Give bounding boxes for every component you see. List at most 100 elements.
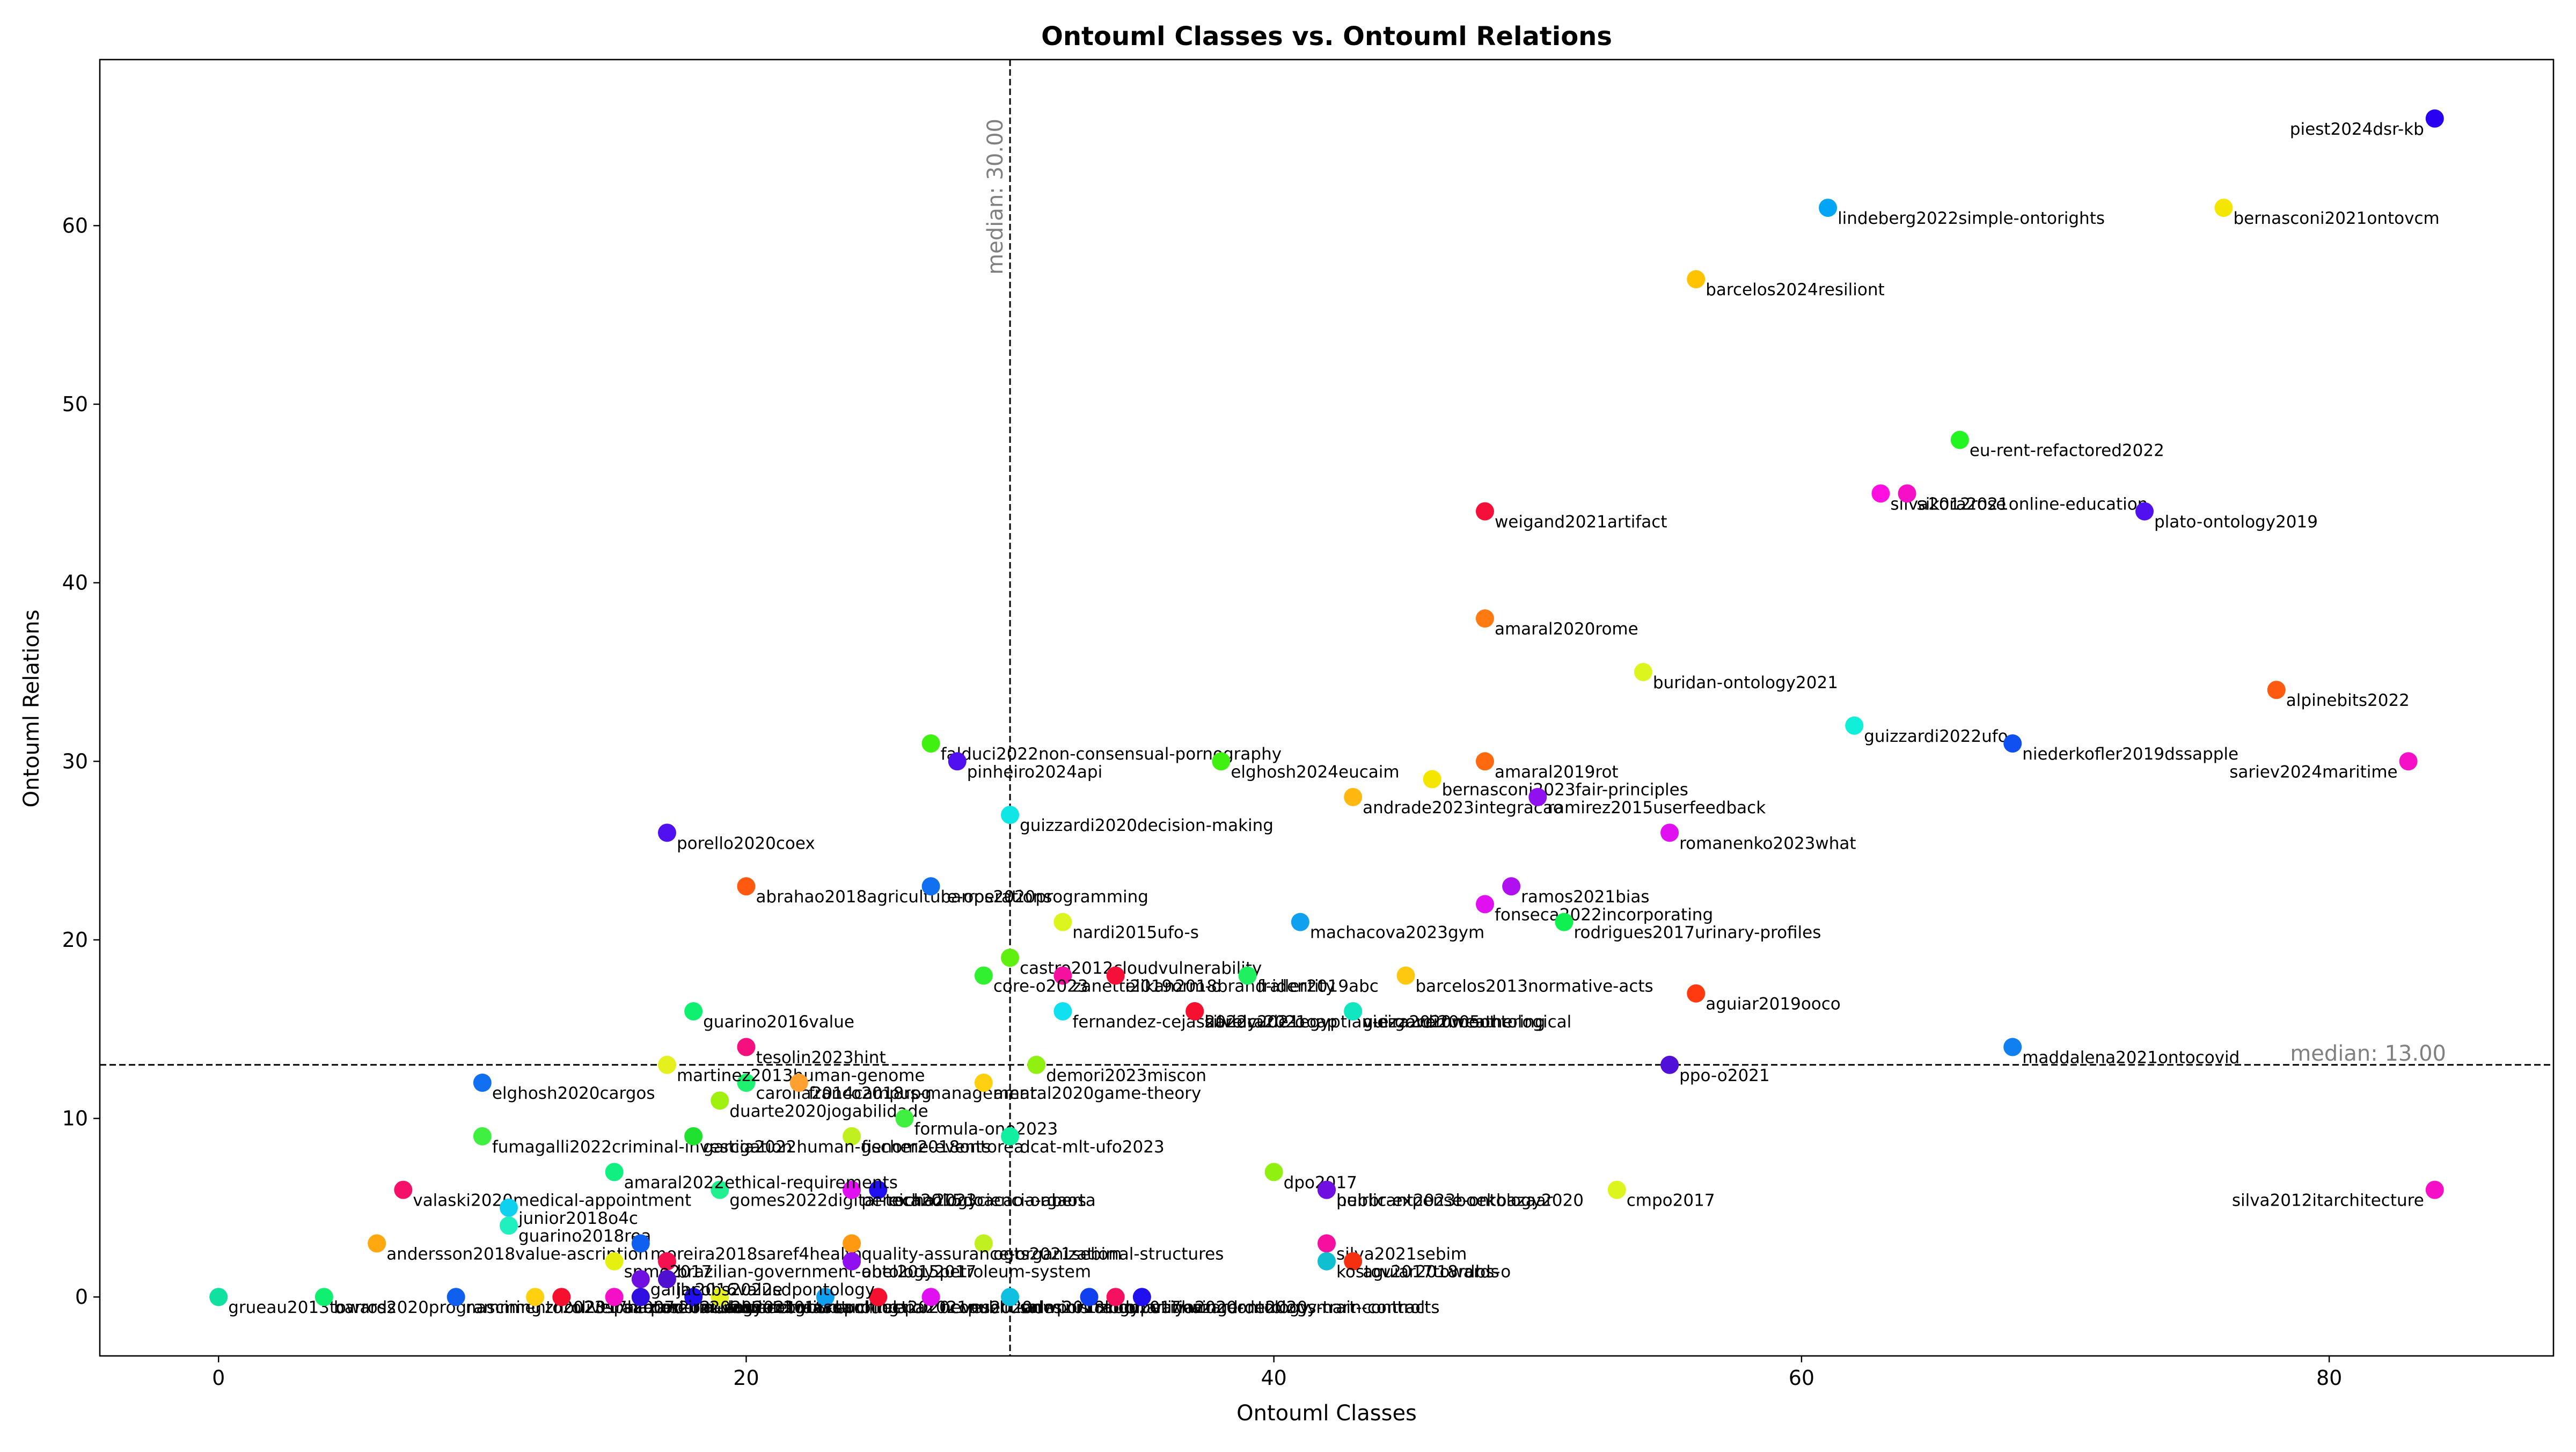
point-label: dcat-mlt-ufo2023 bbox=[1020, 1137, 1165, 1157]
data-point bbox=[1106, 1288, 1125, 1307]
data-point bbox=[631, 1269, 650, 1288]
data-point bbox=[737, 877, 756, 896]
point-label: pereira2015doacao-orgaos bbox=[861, 1191, 1086, 1210]
data-point bbox=[1106, 966, 1125, 985]
point-label: barcelos2024resiliont bbox=[1706, 280, 1884, 300]
data-point bbox=[711, 1091, 729, 1110]
point-label: guarino2016value bbox=[703, 1012, 854, 1032]
data-point bbox=[684, 1127, 703, 1145]
point-label: zhou2017hazard-ontology-train-control bbox=[1099, 1298, 1425, 1317]
point-label: garcia2022human-genome-events bbox=[703, 1137, 991, 1157]
point-label: barros2020programming bbox=[941, 887, 1148, 907]
data-point bbox=[921, 734, 940, 753]
point-label: kostov2017towards bbox=[1336, 1263, 1499, 1282]
data-point bbox=[2003, 734, 2022, 753]
point-label: niederkofler2019dssapple bbox=[2022, 745, 2238, 764]
y-tick-label: 0 bbox=[75, 1285, 88, 1309]
data-point bbox=[711, 1180, 729, 1199]
point-label: silva2012itarchitecture bbox=[2232, 1191, 2424, 1210]
data-point bbox=[2425, 109, 2444, 128]
point-label: bernasconi2021ontovcm bbox=[2233, 209, 2439, 228]
data-point bbox=[1291, 913, 1309, 931]
data-point bbox=[1344, 787, 1363, 806]
data-point bbox=[1132, 1288, 1151, 1307]
data-point bbox=[1607, 1180, 1626, 1199]
point-label: nardi2015ufo-s bbox=[1072, 923, 1198, 943]
data-point bbox=[631, 1234, 650, 1253]
chart-title: Ontouml Classes vs. Ontouml Relations bbox=[1041, 21, 1612, 52]
y-tick-label: 60 bbox=[62, 214, 88, 237]
point-label: fumagalli2022criminal-investigation bbox=[492, 1137, 792, 1157]
point-label: plato-ontology2019 bbox=[2154, 513, 2318, 532]
data-point bbox=[921, 877, 940, 896]
y-tick-label: 40 bbox=[62, 571, 88, 595]
data-point bbox=[1898, 484, 1916, 503]
data-point bbox=[1475, 609, 1494, 628]
y-tick-label: 50 bbox=[62, 392, 88, 416]
data-point bbox=[1264, 1163, 1283, 1181]
data-point bbox=[657, 1252, 676, 1271]
data-point bbox=[2399, 752, 2418, 771]
point-label: amaral2020rome bbox=[1495, 619, 1638, 639]
y-tick-label: 20 bbox=[62, 928, 88, 952]
data-point bbox=[1396, 966, 1415, 985]
point-label: amaral2020game-theory bbox=[993, 1084, 1202, 1103]
point-label: buridan-ontology2021 bbox=[1653, 673, 1838, 692]
data-point bbox=[605, 1163, 624, 1181]
data-point bbox=[684, 1288, 703, 1307]
data-point bbox=[1212, 752, 1231, 771]
point-label: falduci2022non-consensual-pornography bbox=[941, 745, 1282, 764]
data-point bbox=[1502, 877, 1521, 896]
data-point bbox=[2425, 1180, 2444, 1199]
data-point bbox=[1871, 484, 1890, 503]
data-point bbox=[2214, 199, 2233, 217]
point-label: grueau2013towards bbox=[228, 1298, 396, 1317]
data-point bbox=[1027, 1055, 1046, 1074]
point-label: sikora2021online-education bbox=[1917, 494, 2148, 514]
data-point bbox=[921, 1288, 940, 1307]
point-label: bhartiya2020ontology bbox=[1125, 1298, 1309, 1317]
point-label: santos2020valuenetworks bbox=[624, 1298, 843, 1317]
point-label: vieira2020weathering bbox=[1363, 1012, 1545, 1032]
median-y-label: median: 13.00 bbox=[2290, 1041, 2446, 1066]
data-point bbox=[869, 1288, 888, 1307]
point-label: heirbrant2023boekbazaar bbox=[1336, 1191, 1553, 1210]
data-point bbox=[789, 1074, 808, 1092]
data-point bbox=[737, 1038, 756, 1056]
x-tick-label: 40 bbox=[1261, 1366, 1286, 1390]
point-label: ppo-o2021 bbox=[1679, 1066, 1770, 1085]
data-point bbox=[1001, 806, 1020, 824]
point-label: core-o2023 bbox=[993, 976, 1088, 996]
point-label: aguiar2019ooco bbox=[1706, 995, 1841, 1014]
data-point bbox=[2135, 502, 2154, 521]
data-point bbox=[526, 1288, 545, 1307]
point-label: abrahao2018agriculture-operations bbox=[756, 887, 1052, 907]
point-label: fischer2018ontorea bbox=[861, 1137, 1024, 1157]
point-label: guizzardi2020decision-making bbox=[1020, 816, 1274, 835]
point-label: moreira2018saref4health bbox=[650, 1244, 862, 1264]
data-point bbox=[1423, 770, 1441, 789]
data-point bbox=[895, 1109, 914, 1128]
data-point bbox=[447, 1288, 465, 1307]
data-point bbox=[1344, 1002, 1363, 1020]
point-label: brazilian-government-ontology2017 bbox=[677, 1263, 976, 1282]
data-point bbox=[657, 1269, 676, 1288]
point-label: elghosh2024eucaim bbox=[1231, 762, 1399, 782]
point-label: ramos2021bias bbox=[1521, 887, 1649, 907]
point-label: guarino2018rea bbox=[518, 1227, 651, 1246]
data-point bbox=[1475, 502, 1494, 521]
point-label: duarte2020jogabilidade bbox=[729, 1101, 928, 1121]
data-point bbox=[843, 1252, 861, 1271]
data-point bbox=[1053, 1002, 1072, 1020]
data-point bbox=[1845, 716, 1864, 735]
data-point bbox=[737, 1074, 756, 1092]
point-label: rodrigues2017urinary-profiles bbox=[1574, 923, 1821, 943]
point-label: porello2020coex bbox=[677, 834, 815, 853]
data-point bbox=[368, 1234, 386, 1253]
data-point bbox=[1001, 948, 1020, 967]
point-label: abel2015petroleum-system bbox=[861, 1263, 1091, 1282]
point-label: weigand2021artifact bbox=[1495, 513, 1667, 532]
data-point bbox=[974, 1074, 993, 1092]
data-point bbox=[1475, 895, 1494, 914]
